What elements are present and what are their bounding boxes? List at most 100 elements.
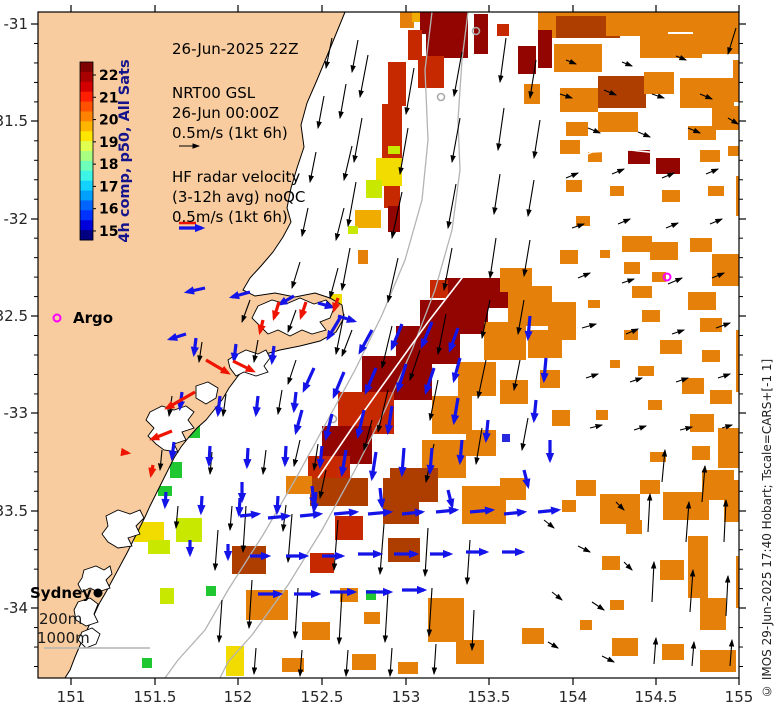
gsl-velocity-arrow (316, 95, 325, 130)
estuary-lake (77, 627, 101, 649)
gsl-velocity-arrow (551, 591, 563, 601)
sst-cell (580, 620, 592, 630)
hf-radar-velocity-arrow (368, 451, 378, 482)
sst-cell (588, 300, 600, 308)
sst-cell (560, 140, 580, 154)
gsl-velocity-arrow (377, 523, 385, 576)
hf-radar-velocity-arrow (451, 357, 462, 384)
gsl-velocity-arrow (717, 373, 732, 379)
gsl-velocity-arrow (629, 377, 644, 383)
sst-cell (736, 330, 739, 392)
gsl-velocity-arrow (715, 322, 732, 329)
sst-cell (610, 360, 620, 368)
depth-1000m-label: 1000m (37, 629, 90, 647)
hf-radar-velocity-arrow (161, 491, 170, 510)
sst-cell (656, 158, 680, 174)
gsl-velocity-arrow (721, 424, 734, 430)
gsl-velocity-arrow (705, 168, 720, 175)
colorbar-outline (79, 61, 94, 241)
sst-cell (718, 428, 739, 468)
colorbar-segment (80, 121, 93, 132)
colorbar-segment (80, 230, 93, 241)
hf-radar-velocity-arrow (337, 314, 358, 323)
depth-200m-label: 200m (39, 610, 83, 628)
gsl-velocity-arrow (623, 561, 633, 571)
hf-radar-velocity-arrow (448, 327, 460, 354)
hf-radar-velocity-arrow (401, 508, 426, 517)
gsl-velocity-arrow (216, 599, 223, 644)
hf-radar-velocity-arrow (424, 367, 436, 396)
gsl-velocity-arrow (157, 449, 164, 472)
x-tick-label: 153 (392, 688, 421, 706)
sst-cell (408, 30, 422, 60)
sst-cell (500, 478, 526, 500)
sst-cell (160, 588, 174, 604)
sst-cell (176, 518, 202, 542)
gsl-velocity-arrow (173, 505, 180, 530)
hf-radar-velocity-arrow (384, 405, 394, 436)
hf-radar-velocity-arrow (358, 329, 374, 355)
gsl-velocity-arrow (652, 636, 659, 665)
gsl-velocity-arrow (252, 339, 259, 364)
hf-radar-velocity-arrow (317, 301, 336, 310)
sst-cell (388, 62, 406, 106)
colorbar-tick-label: 19 (99, 135, 118, 151)
sst-cell (690, 414, 714, 432)
sst-cell (426, 32, 468, 58)
hf-radar-velocity-arrow (537, 506, 562, 515)
gsl-velocity-arrow (690, 640, 697, 667)
sst-cell (690, 238, 712, 252)
gsl-velocity-arrow (341, 329, 353, 358)
gsl-velocity-arrow (611, 168, 626, 175)
sst-cell (232, 546, 266, 574)
sst-cell (310, 553, 334, 573)
sst-cell (366, 590, 376, 600)
hf-radar-velocity-arrow (166, 332, 187, 341)
gsl-velocity-arrow (436, 313, 447, 356)
hf-radar-velocity-arrow (456, 439, 465, 466)
hf-radar-velocity-arrow (239, 510, 262, 519)
gsl-velocity-arrow (685, 500, 692, 543)
gsl-velocity-arrow (492, 173, 501, 216)
gsl-velocity-arrow (469, 609, 476, 652)
hf-radar-velocity-arrow (302, 367, 316, 393)
x-tick-label: 152.5 (301, 688, 344, 706)
colorbar-segment (80, 200, 93, 211)
sst-cell (610, 600, 624, 610)
y-tick-label: -32 (4, 210, 29, 228)
hf-radar-velocity-arrow (299, 510, 324, 519)
gsl-velocity-arrow (346, 181, 357, 228)
gsl-velocity-arrow (585, 373, 600, 379)
gsl-velocity-arrow (422, 527, 429, 578)
sst-cell (662, 644, 684, 660)
sst-cell (226, 646, 244, 676)
gsl-velocity-arrow (665, 222, 680, 229)
gsl-velocity-arrow (591, 601, 605, 611)
gsl-velocity-arrow (464, 539, 471, 586)
axes-frame (37, 11, 740, 679)
gsl-velocity-arrow (476, 359, 487, 400)
colorbar-segment (80, 111, 93, 122)
sst-cell (736, 176, 739, 216)
sst-cell (688, 126, 716, 140)
nrt-scale-label: 0.5m/s (1kt 6h) (172, 124, 288, 142)
gsl-velocity-arrow (498, 37, 507, 84)
gsl-velocity-arrow (334, 313, 345, 356)
sst-cell (556, 16, 620, 38)
sst-cell (456, 640, 484, 664)
hf-radar-velocity-arrow-red (299, 301, 308, 321)
hf-radar-velocity-arrow-red (164, 390, 196, 410)
gsl-velocity-arrow (671, 329, 686, 335)
sst-cell (700, 598, 726, 630)
sst-cell (335, 516, 363, 540)
gsl-velocity-arrow (577, 272, 592, 279)
y-tick-label: -31.5 (0, 112, 28, 130)
colorbar-segment (80, 62, 93, 73)
copyright-credit: © IMOS 29-Jun-2025 17:40 Hobart; Tscale=… (760, 358, 774, 698)
hf-radar-velocity-arrow (316, 445, 325, 470)
gsl-velocity-arrow (446, 183, 457, 230)
hf-radar-velocity-arrow (235, 497, 244, 518)
gsl-velocity-arrow (386, 257, 399, 304)
colorbar-title: 4h comp, p50, All Sats (117, 59, 133, 242)
sst-cell (700, 650, 736, 672)
